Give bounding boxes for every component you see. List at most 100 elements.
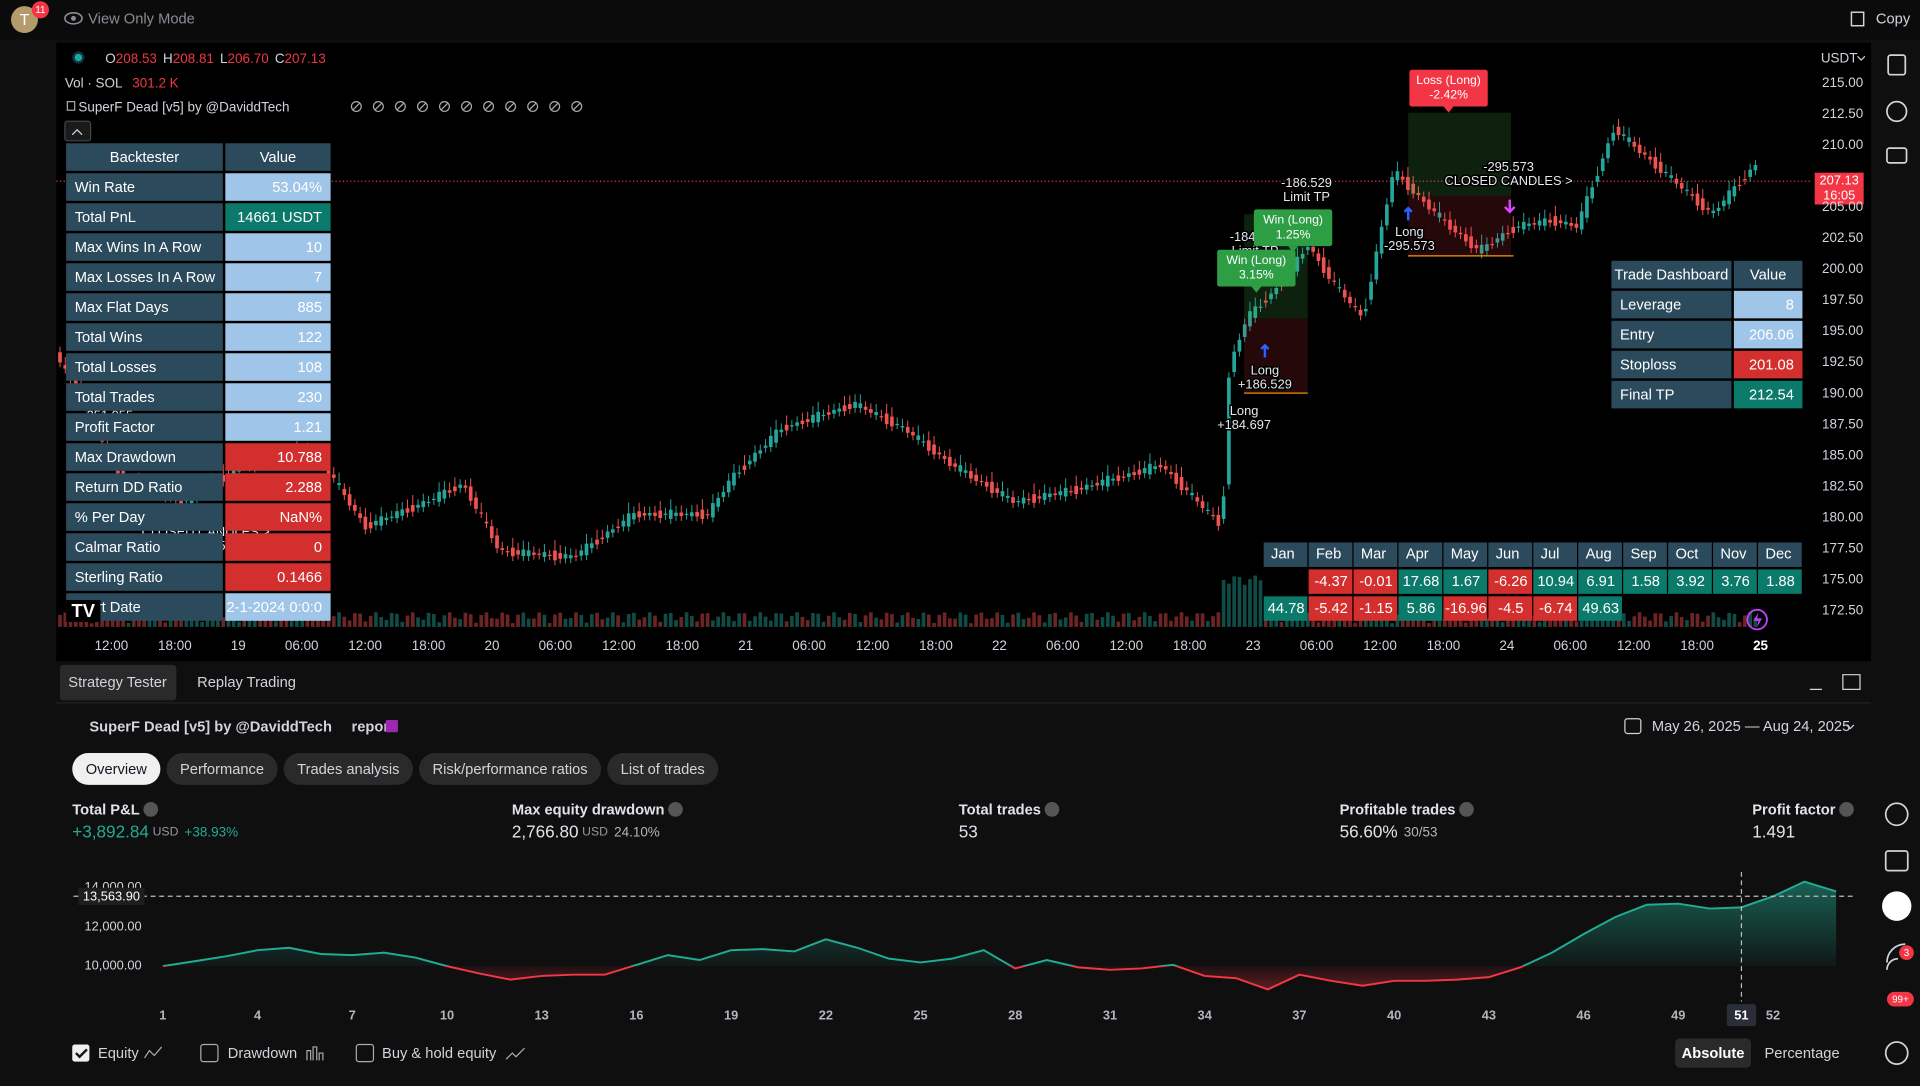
volume-bar (1090, 612, 1094, 627)
checkbox[interactable] (200, 1043, 219, 1063)
month-header (1398, 542, 1443, 567)
volume-bar (384, 619, 389, 627)
volume-bar (784, 621, 789, 627)
table-cell (225, 233, 331, 261)
table-text: % Per Day (75, 510, 146, 526)
subtab[interactable] (607, 753, 719, 785)
icon[interactable] (1886, 147, 1908, 164)
table-text: Max Wins In A Row (75, 240, 202, 256)
copy-button[interactable]: Copy (1876, 11, 1911, 27)
legend-label[interactable]: Buy & hold equity (382, 1046, 497, 1062)
candle-body (1100, 479, 1105, 486)
volume-bar (621, 622, 626, 627)
tab[interactable]: Replay Trading (197, 675, 296, 691)
icon[interactable] (1884, 1041, 1909, 1065)
volume-bar (948, 618, 952, 627)
candle-body (753, 452, 757, 462)
icon[interactable] (1886, 943, 1906, 970)
subtab-label[interactable]: Performance (180, 762, 264, 778)
icon[interactable] (1887, 54, 1907, 76)
mode[interactable]: Percentage (1764, 1046, 1839, 1062)
volume-bar (705, 613, 710, 627)
volume-bar (1606, 616, 1610, 627)
price-label: 185.00 (1822, 447, 1863, 462)
table-cell (225, 503, 331, 531)
panel-controls[interactable] (1809, 674, 1861, 691)
subtab[interactable] (166, 753, 278, 785)
input-icon (461, 101, 473, 113)
volume-bar (405, 615, 410, 627)
candle-body (1532, 223, 1537, 225)
table-text: Profit Factor (75, 420, 155, 436)
volume-bar (274, 621, 278, 627)
volume-bar (63, 612, 68, 627)
table-text: 206.06 (1749, 328, 1794, 344)
candle-body (463, 485, 468, 488)
candle-body (953, 463, 957, 467)
table-text: Total Wins (75, 330, 143, 346)
candle-body (400, 509, 405, 516)
month-cell (1398, 596, 1443, 621)
candle-body (368, 522, 373, 529)
currency[interactable]: USDT (1821, 50, 1858, 65)
avatar[interactable] (11, 6, 38, 34)
month-cell (1668, 569, 1712, 594)
volume-bar (1706, 615, 1710, 627)
month-cell (1443, 569, 1488, 594)
table-text: 2-1-2024 0:0:0 (226, 600, 322, 616)
checkbox-checked[interactable] (72, 1044, 90, 1062)
candles (58, 119, 1758, 627)
subtab-label[interactable]: Trades analysis (297, 762, 399, 778)
mode-active[interactable] (1675, 1038, 1752, 1068)
checkbox[interactable] (355, 1043, 375, 1063)
candle-body (1469, 236, 1473, 249)
subtab[interactable] (283, 753, 413, 785)
icon[interactable] (1884, 802, 1909, 827)
subtab-label[interactable]: List of trades (621, 762, 705, 778)
replay-icon[interactable] (1746, 608, 1768, 631)
table-cell (66, 173, 223, 201)
input-icon (484, 102, 493, 111)
candle-body (611, 529, 615, 533)
volume-bar (1021, 619, 1026, 627)
candle-body (716, 497, 721, 507)
subtab[interactable] (72, 753, 161, 785)
volume-bar (890, 614, 894, 627)
date-range[interactable]: May 26, 2025 — Aug 24, 2025 (1652, 719, 1850, 735)
volume-bar (521, 612, 526, 627)
subtab[interactable] (419, 753, 602, 785)
x-tick-highlight (1726, 1004, 1757, 1027)
volume-bar (858, 622, 863, 627)
volume-bar (1685, 620, 1689, 627)
legend-label[interactable]: Equity (98, 1046, 139, 1062)
copy-icon[interactable] (1850, 11, 1865, 27)
icon[interactable] (1886, 100, 1908, 123)
mode[interactable]: Absolute (1682, 1046, 1745, 1062)
volume-bar (826, 615, 831, 627)
legend-label[interactable]: Drawdown (228, 1046, 297, 1062)
subtab-label[interactable]: Overview (86, 762, 148, 778)
table-cell (225, 173, 331, 201)
apps-icon[interactable] (1882, 891, 1912, 921)
table-cell (1611, 380, 1732, 409)
volume-bar (179, 619, 183, 627)
icon[interactable] (1884, 850, 1909, 872)
table-cell (66, 263, 223, 291)
month-name: Aug (1586, 547, 1612, 563)
volume-bar (442, 615, 447, 627)
subtab-label[interactable]: Risk/performance ratios (433, 762, 588, 778)
candle-body (1421, 196, 1426, 202)
volume-bar (1369, 618, 1373, 627)
trade-box (1409, 69, 1488, 107)
indicator-name[interactable]: SuperF Dead [v5] by @DaviddTech (78, 99, 289, 114)
candle-body (1506, 232, 1510, 235)
volume-bar (1611, 620, 1616, 627)
month-value: 5.86 (1407, 601, 1436, 617)
volume-bar (547, 623, 552, 627)
table-cell (66, 383, 223, 411)
tab-active[interactable] (60, 664, 177, 701)
volume-bar (73, 618, 78, 627)
candle-body (863, 406, 868, 410)
metric-label: Profitable trades (1340, 802, 1456, 818)
tab[interactable]: Strategy Tester (68, 675, 167, 691)
